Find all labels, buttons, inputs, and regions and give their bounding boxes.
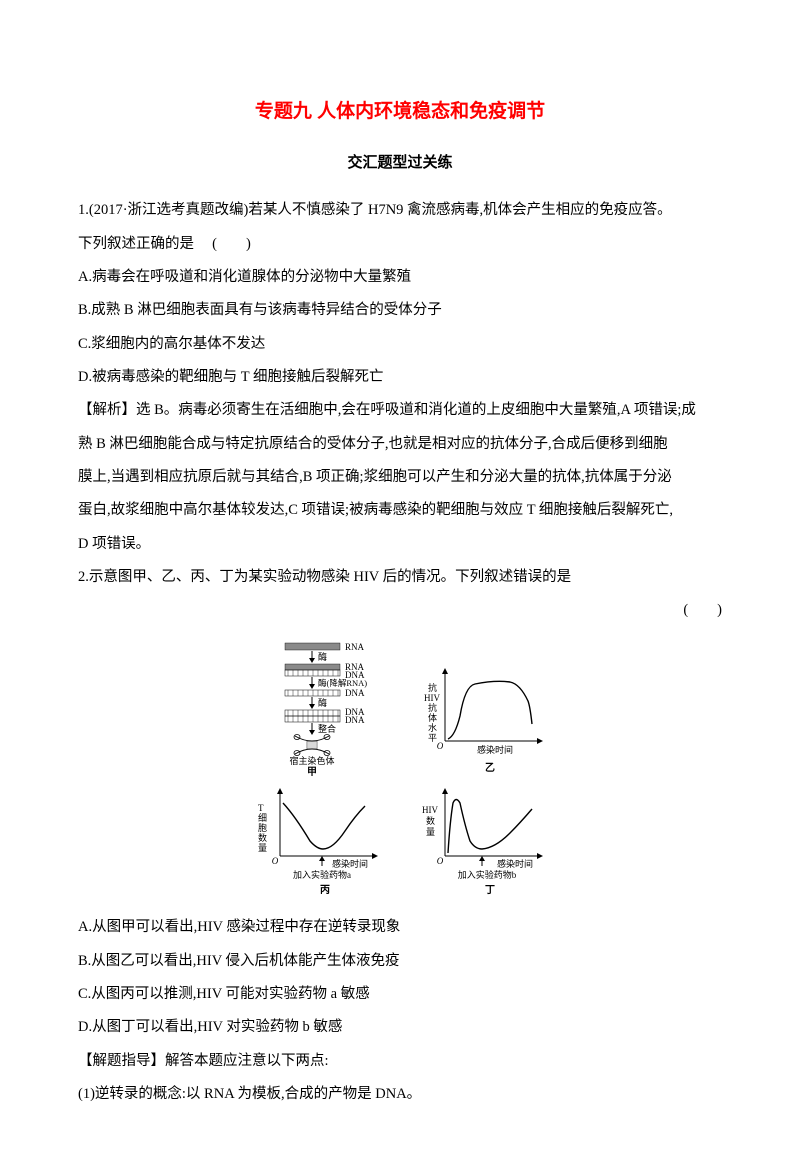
svg-text:数: 数: [426, 815, 435, 826]
bing-xlabel: 感染时间: [332, 858, 368, 869]
figure-bing: O T 细 胞 数 量 感染时间 加入实验药物a 丙: [258, 788, 378, 896]
bing-drug: 加入实验药物a: [293, 869, 351, 880]
ding-drug: 加入实验药物b: [458, 869, 517, 880]
jia-label: 甲: [307, 766, 317, 778]
jia-zhenghe: 整合: [318, 723, 336, 734]
q1-intro: 1.(2017·浙江选考真题改编)若某人不慎感染了 H7N9 禽流感病毒,机体会…: [78, 194, 722, 227]
q1-explanation-1: 【解析】选 B。病毒必须寄生在活细胞中,会在呼吸道和消化道的上皮细胞中大量繁殖,…: [78, 394, 722, 427]
q2-option-a: A.从图甲可以看出,HIV 感染过程中存在逆转录现象: [78, 911, 722, 944]
jia-dna3: DNA: [345, 715, 365, 725]
jia-host: 宿主染色体: [289, 755, 334, 766]
q2-option-b: B.从图乙可以看出,HIV 侵入后机体能产生体液免疫: [78, 945, 722, 978]
bing-label: 丙: [320, 884, 330, 896]
q2-hint: 【解题指导】解答本题应注意以下两点:: [78, 1045, 722, 1078]
figure-yi: O 抗 HIV 抗 体 水 平 感染时间 乙: [424, 668, 543, 774]
jia-rna: RNA: [345, 642, 365, 652]
q2-option-d: D.从图丁可以看出,HIV 对实验药物 b 敏感: [78, 1011, 722, 1044]
yi-ylabel-1: 抗: [428, 682, 437, 693]
ding-label: 丁: [485, 884, 495, 896]
svg-text:细: 细: [258, 812, 267, 823]
q1-explanation-5: D 项错误。: [78, 528, 722, 561]
ding-xlabel: 感染时间: [497, 858, 533, 869]
svg-text:T: T: [258, 803, 264, 813]
yi-xlabel: 感染时间: [477, 744, 513, 755]
svg-text:数: 数: [258, 832, 267, 843]
figures-svg: RNA 酶 RNA DNA 酶(降解RNA) DNA: [235, 636, 565, 896]
q1-explanation-4: 蛋白,故浆细胞中高尔基体较发达,C 项错误;被病毒感染的靶细胞与效应 T 细胞接…: [78, 494, 722, 527]
bing-O: O: [272, 856, 279, 866]
svg-text:体: 体: [428, 712, 437, 723]
q2-intro: 2.示意图甲、乙、丙、丁为某实验动物感染 HIV 后的情况。下列叙述错误的是: [78, 561, 722, 594]
jia-mei1: 酶: [318, 651, 327, 662]
svg-text:水: 水: [428, 722, 437, 733]
svg-text:胞: 胞: [258, 822, 267, 833]
q1-prompt: 下列叙述正确的是 ( ): [78, 228, 722, 261]
q1-option-b: B.成熟 B 淋巴细胞表面具有与该病毒特异结合的受体分子: [78, 294, 722, 327]
figure-jia: RNA 酶 RNA DNA 酶(降解RNA) DNA: [285, 642, 367, 778]
figure-ding: O HIV 数 量 感染时间 加入实验药物b 丁: [422, 788, 543, 896]
jia-dna1: DNA: [345, 688, 365, 698]
q1-option-d: D.被病毒感染的靶细胞与 T 细胞接触后裂解死亡: [78, 361, 722, 394]
yi-O: O: [437, 741, 444, 751]
jia-mei-jiang: 酶(降解RNA): [318, 678, 367, 688]
q2-pt1: (1)逆转录的概念:以 RNA 为模板,合成的产物是 DNA。: [78, 1078, 722, 1111]
svg-text:平: 平: [428, 733, 437, 743]
figure-group: RNA 酶 RNA DNA 酶(降解RNA) DNA: [78, 636, 722, 900]
q2-paren: ( ): [78, 594, 722, 627]
svg-text:HIV: HIV: [422, 805, 438, 815]
yi-label: 乙: [485, 762, 495, 774]
q1-explanation-2: 熟 B 淋巴细胞能合成与特定抗原结合的受体分子,也就是相对应的抗体分子,合成后便…: [78, 428, 722, 461]
jia-mei3: 酶: [318, 697, 327, 708]
section-subtitle: 交汇题型过关练: [78, 146, 722, 181]
q1-option-a: A.病毒会在呼吸道和消化道腺体的分泌物中大量繁殖: [78, 261, 722, 294]
q2-option-c: C.从图丙可以推测,HIV 可能对实验药物 a 敏感: [78, 978, 722, 1011]
q1-option-c: C.浆细胞内的高尔基体不发达: [78, 328, 722, 361]
main-title: 专题九 人体内环境稳态和免疫调节: [78, 90, 722, 134]
document-page: 专题九 人体内环境稳态和免疫调节 交汇题型过关练 1.(2017·浙江选考真题改…: [0, 0, 800, 1161]
svg-text:量: 量: [426, 827, 435, 837]
ding-O: O: [437, 856, 444, 866]
svg-text:抗: 抗: [428, 702, 437, 713]
svg-text:量: 量: [258, 843, 267, 853]
svg-text:HIV: HIV: [424, 693, 440, 703]
q1-explanation-3: 膜上,当遇到相应抗原后就与其结合,B 项正确;浆细胞可以产生和分泌大量的抗体,抗…: [78, 461, 722, 494]
